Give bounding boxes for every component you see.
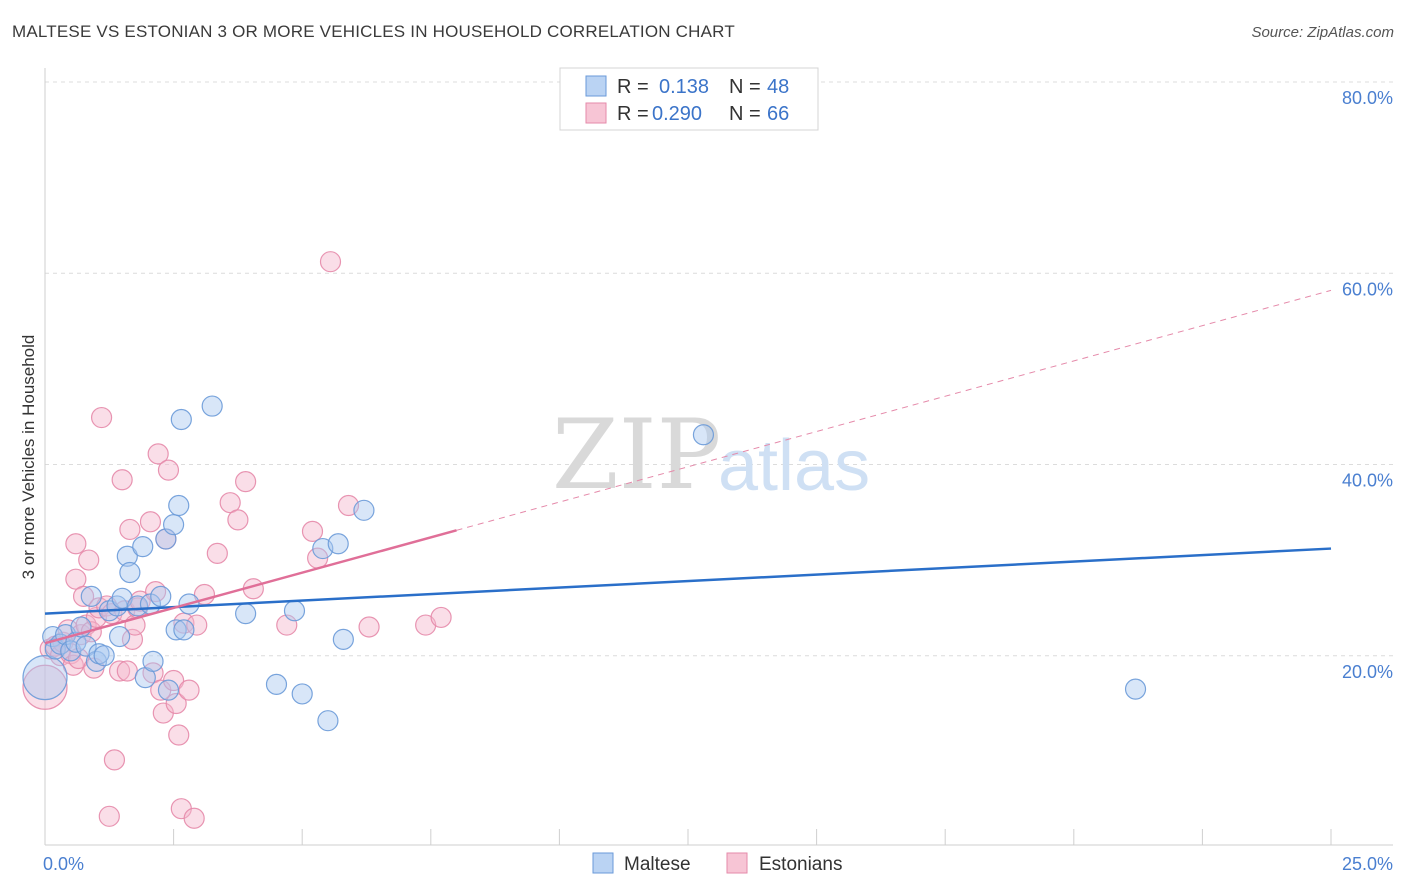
- maltese-point: [111, 587, 133, 609]
- maltese-point: [1124, 678, 1147, 700]
- estonians-point: [67, 647, 90, 670]
- maltese-point: [142, 650, 164, 673]
- stats-legend: R = 0.138 N = 48 R = 0.290 N = 66: [559, 67, 819, 131]
- y-axis-label: 3 or more Vehicles in Household: [19, 335, 38, 580]
- estonians-point: [186, 614, 208, 636]
- estonians-point: [178, 679, 200, 701]
- watermark-atlas: atlas: [718, 426, 870, 506]
- legend-r-label-estonians: R =: [617, 103, 649, 125]
- estonians-point: [111, 469, 133, 491]
- series-legend: Maltese Estonians: [592, 852, 842, 875]
- y-tick-label-60: 60.0%: [1342, 279, 1393, 299]
- series-legend-swatch-maltese: [592, 852, 614, 874]
- watermark-zip: ZIP: [552, 399, 721, 511]
- maltese-point: [116, 545, 138, 567]
- maltese-point: [317, 710, 339, 732]
- maltese-point: [157, 679, 180, 701]
- estonians-point: [415, 614, 437, 636]
- estonians-point: [119, 518, 141, 541]
- legend-n-label-estonians: N =: [729, 103, 761, 125]
- maltese-point: [283, 600, 306, 622]
- estonians-point: [358, 616, 380, 638]
- maltese-point: [327, 533, 349, 555]
- estonians-point: [116, 660, 138, 682]
- maltese-point: [75, 635, 97, 657]
- maltese-point: [332, 628, 354, 651]
- maltese-point: [692, 424, 715, 446]
- trend-lines: [44, 289, 1332, 645]
- maltese-point: [93, 645, 115, 667]
- legend-r-value-maltese: 0.138: [659, 76, 709, 98]
- estonians-point: [98, 805, 120, 827]
- y-tick-label-20: 20.0%: [1342, 662, 1393, 682]
- maltese-point: [108, 625, 131, 648]
- maltese-point: [173, 619, 195, 641]
- estonians-point: [157, 459, 180, 481]
- series-legend-label-maltese: Maltese: [624, 854, 691, 875]
- estonians-point: [78, 549, 100, 571]
- data-points: [22, 251, 1147, 829]
- legend-r-label-maltese: R =: [617, 76, 649, 98]
- y-tick-label-80: 80.0%: [1342, 88, 1393, 108]
- series-legend-swatch-estonians: [726, 852, 748, 874]
- x-tick-label-min: 0.0%: [43, 854, 84, 874]
- series-legend-label-estonians: Estonians: [759, 854, 842, 875]
- estonians-point: [147, 443, 169, 465]
- maltese-point: [163, 514, 185, 536]
- chart-title: MALTESE VS ESTONIAN 3 OR MORE VEHICLES I…: [12, 22, 735, 41]
- maltese-point: [150, 585, 172, 607]
- legend-n-label-maltese: N =: [729, 76, 761, 98]
- maltese-point: [291, 683, 313, 705]
- estonians-point: [139, 511, 162, 533]
- legend-n-value-maltese: 48: [767, 76, 789, 98]
- estonians-point: [168, 724, 190, 746]
- grid-lines: [45, 81, 1393, 657]
- estonians-trend-line: [44, 529, 457, 645]
- estonians-point: [90, 406, 113, 429]
- estonians-point: [227, 509, 249, 531]
- estonians-point: [235, 471, 257, 493]
- maltese-trend-line: [44, 547, 1332, 615]
- estonians-point: [65, 533, 87, 555]
- estonians-point: [103, 749, 126, 771]
- maltese-point: [170, 408, 192, 431]
- estonians-point: [165, 692, 187, 715]
- estonians-point: [206, 542, 228, 564]
- legend-swatch-maltese: [585, 75, 607, 97]
- estonians-point: [72, 585, 95, 607]
- maltese-point: [119, 561, 141, 584]
- estonians-point: [319, 251, 342, 273]
- maltese-point: [80, 585, 102, 607]
- legend-r-value-estonians: 0.290: [652, 103, 702, 125]
- estonians-point: [22, 664, 68, 710]
- maltese-point: [235, 602, 257, 625]
- y-tick-labels: 20.0% 40.0% 60.0% 80.0%: [1342, 88, 1393, 682]
- source-label: Source: ZipAtlas.com: [1251, 24, 1394, 41]
- estonians-point: [163, 669, 185, 692]
- maltese-point: [201, 395, 223, 417]
- maltese-point: [353, 499, 375, 521]
- estonians-trend-extension: [456, 289, 1332, 531]
- maltese-point: [132, 536, 154, 558]
- maltese-point: [168, 494, 190, 517]
- estonians-point: [301, 520, 324, 542]
- legend-n-value-estonians: 66: [767, 103, 789, 125]
- axes: [44, 68, 1393, 846]
- y-tick-label-40: 40.0%: [1342, 471, 1393, 491]
- legend-swatch-estonians: [585, 102, 607, 124]
- maltese-point: [22, 655, 68, 701]
- maltese-point: [165, 619, 187, 641]
- maltese-point: [265, 673, 288, 695]
- estonians-point: [183, 807, 205, 829]
- estonians-point: [430, 606, 452, 629]
- x-tick-label-max: 25.0%: [1342, 854, 1393, 874]
- estonians-point: [108, 660, 131, 682]
